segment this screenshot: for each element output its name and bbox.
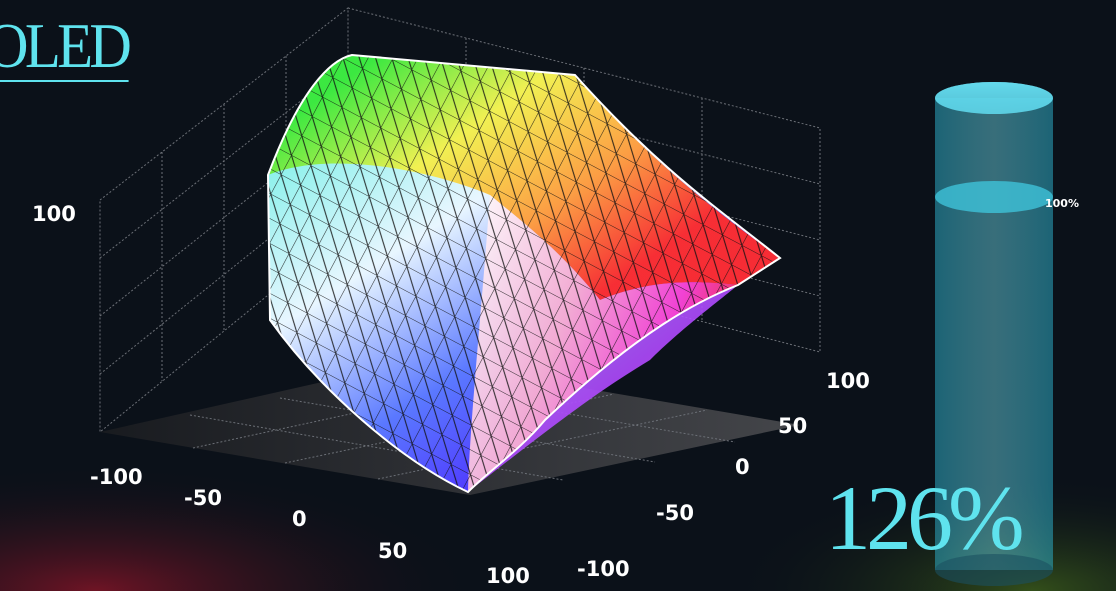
coverage-percentage: 126% [825,467,1025,569]
right-axis-tick-label: -50 [656,501,694,525]
coverage-gauge [935,82,1053,586]
right-axis-tick-label: 100 [826,369,870,393]
right-axis-tick-label: 50 [778,414,808,438]
left-axis-tick-label: 0 [292,507,307,531]
gauge-reference-label: 100% [1045,197,1079,210]
right-axis-tick-label: 0 [735,455,750,479]
left-axis-tick-label: -100 [90,465,143,489]
gauge-reference-level [935,181,1053,213]
page-title: OLED [0,14,132,82]
left-axis-tick-label: 50 [378,539,408,563]
left-axis-tick-label: -50 [184,486,222,510]
gamut-surface [266,53,782,494]
right-axis-tick-label: -100 [577,557,630,581]
vertical-axis-tick-label: 100 [32,202,76,226]
left-axis-tick-label: 100 [486,564,530,588]
